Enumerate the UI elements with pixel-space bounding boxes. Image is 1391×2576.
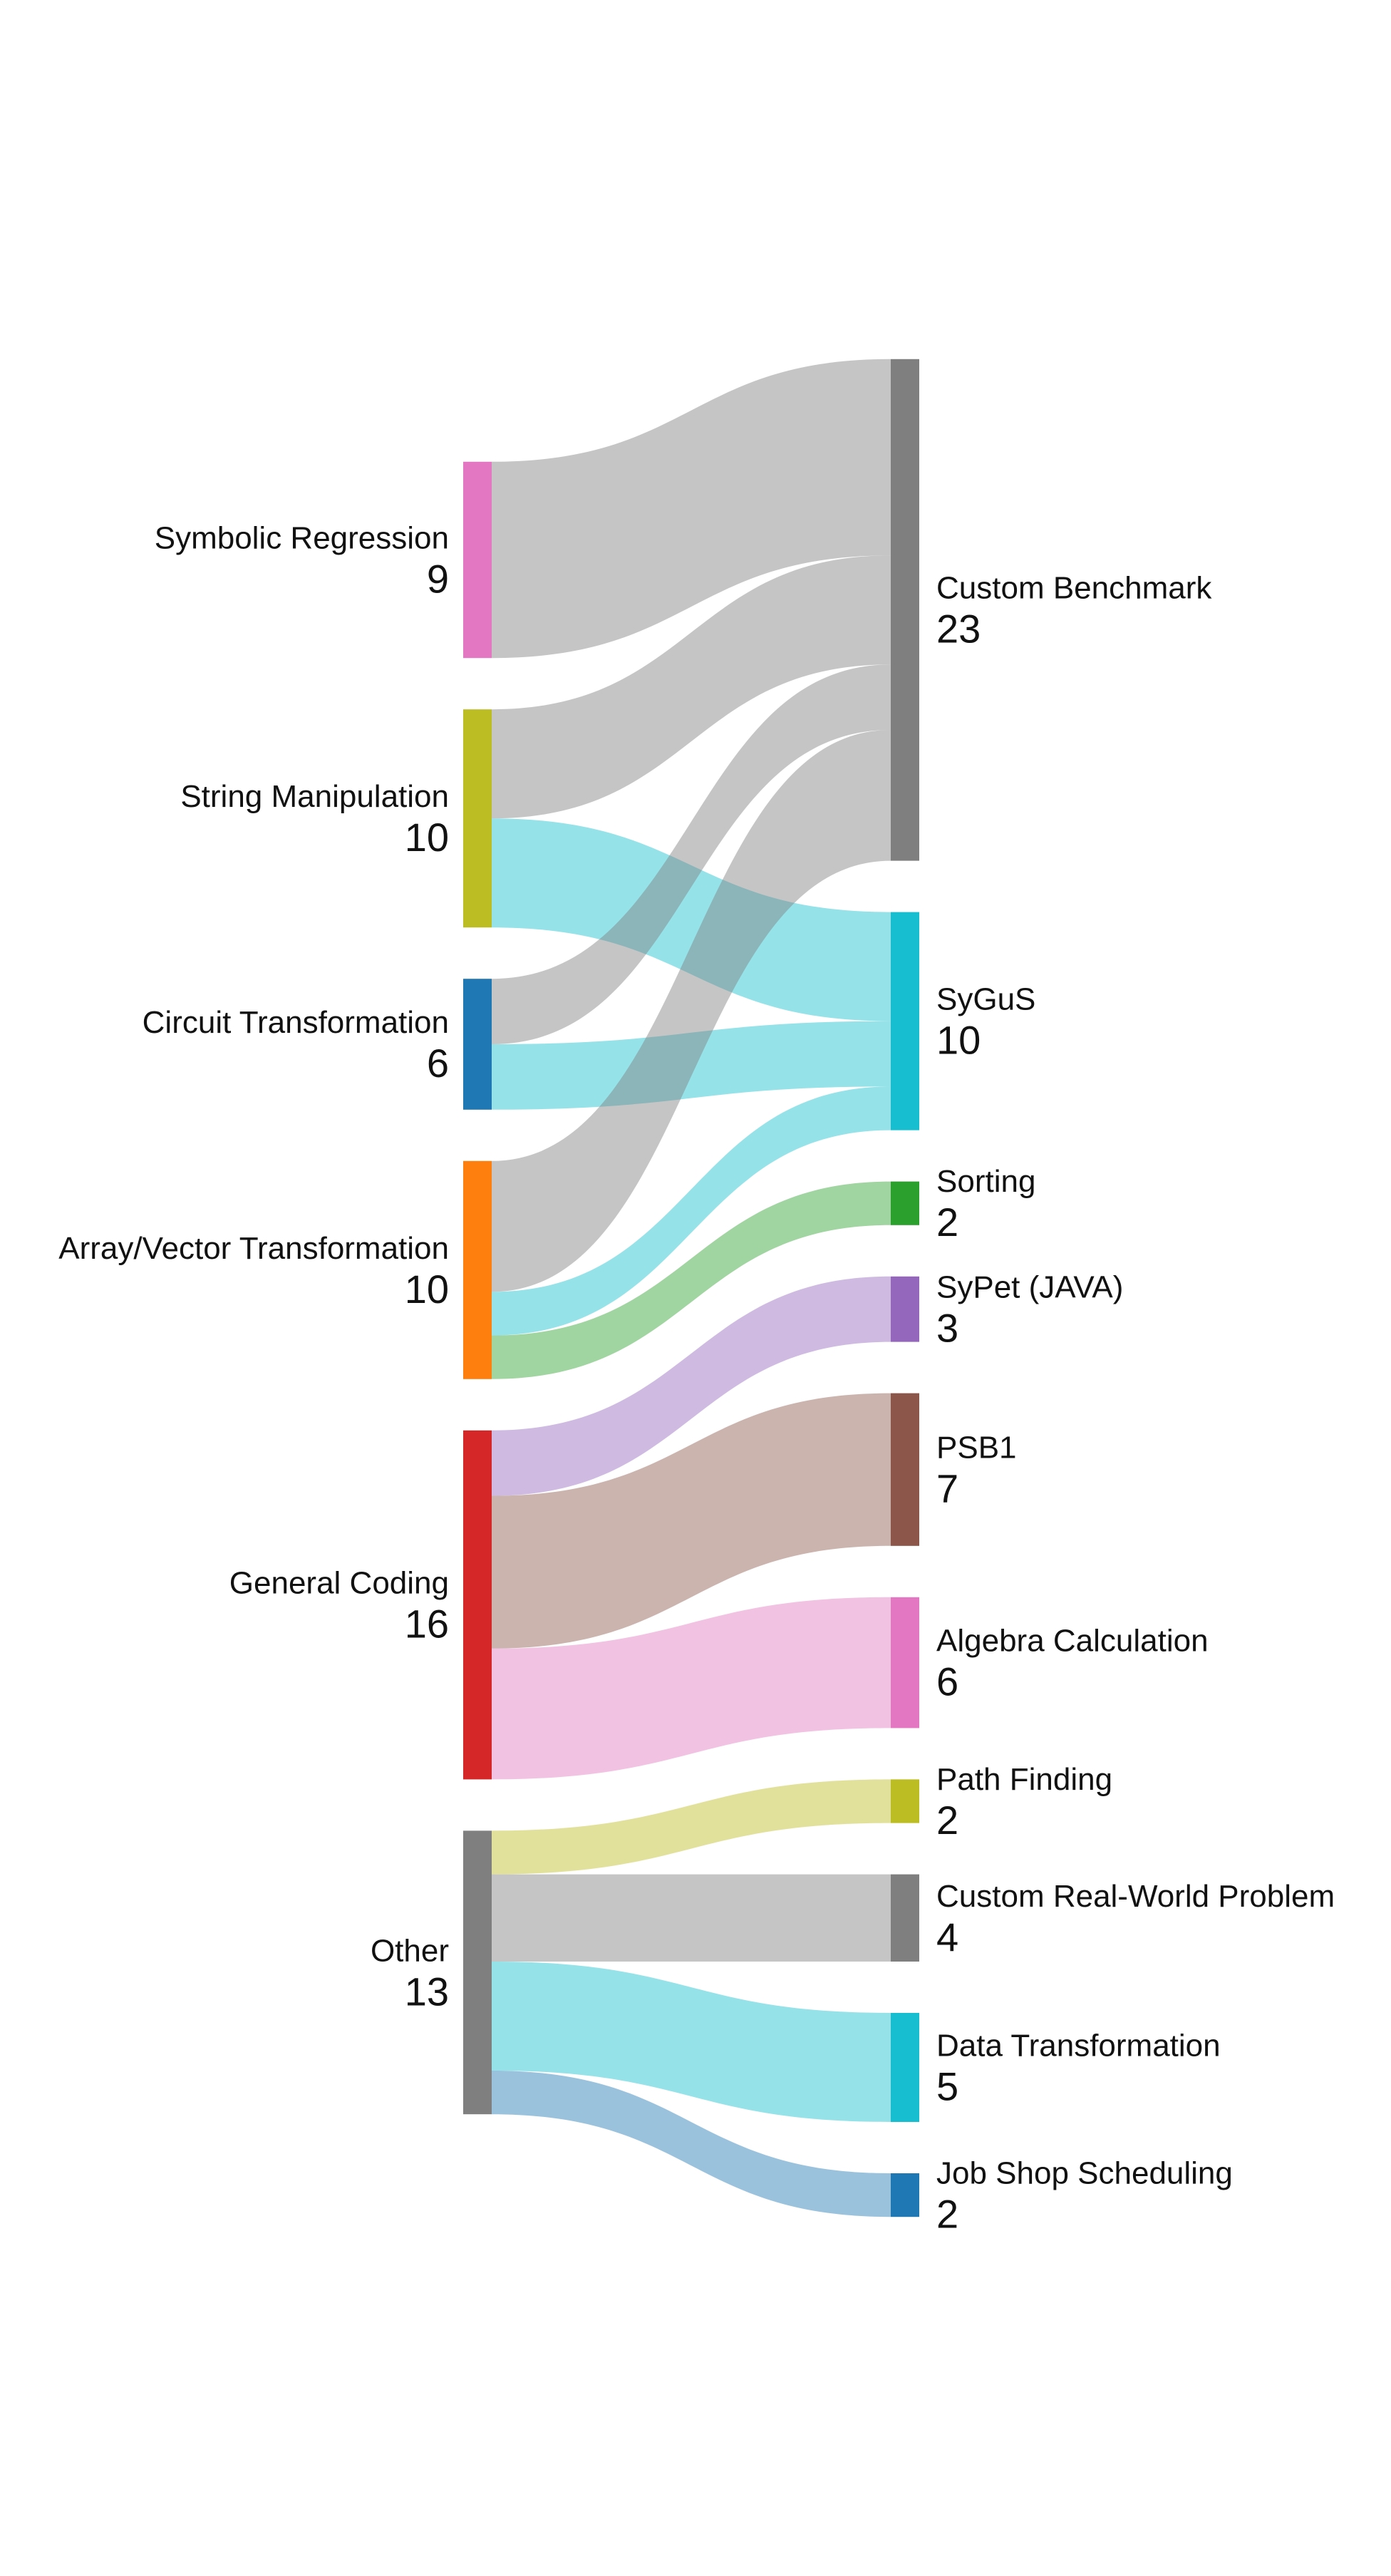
node-path_finding	[891, 1779, 919, 1823]
link-general_coding-to-sypet_java	[492, 1276, 891, 1496]
node-sygus	[891, 912, 919, 1130]
node-array_vector_transformation	[463, 1160, 492, 1379]
node-value-symbolic_regression: 9	[427, 557, 449, 602]
node-label-string_manipulation: String Manipulation	[180, 779, 449, 814]
node-general_coding	[463, 1430, 492, 1780]
node-label-path_finding: Path Finding	[936, 1762, 1112, 1797]
node-value-algebra_calculation: 6	[936, 1659, 958, 1704]
node-string_manipulation	[463, 709, 492, 928]
node-label-sygus: SyGuS	[936, 982, 1035, 1017]
node-value-sypet_java: 3	[936, 1306, 958, 1351]
link-symbolic_regression-to-custom_benchmark	[492, 359, 891, 659]
link-other-to-data_transformation	[492, 1962, 891, 2122]
nodes-layer	[463, 359, 919, 2217]
node-other	[463, 1830, 492, 2115]
node-value-general_coding: 16	[405, 1602, 449, 1647]
node-label-job_shop_scheduling: Job Shop Scheduling	[936, 2156, 1233, 2191]
link-general_coding-to-psb1	[492, 1393, 891, 1649]
links-layer	[492, 359, 891, 2217]
node-label-other: Other	[371, 1933, 449, 1968]
link-array_vector_transformation-to-sygus	[492, 1086, 891, 1336]
node-value-data_transformation: 5	[936, 2064, 958, 2109]
node-label-symbolic_regression: Symbolic Regression	[155, 521, 449, 556]
node-custom_benchmark	[891, 359, 919, 861]
link-other-to-custom_real_world_problem	[492, 1874, 891, 1962]
node-label-general_coding: General Coding	[229, 1566, 449, 1601]
link-string_manipulation-to-custom_benchmark	[492, 555, 891, 819]
node-job_shop_scheduling	[891, 2173, 919, 2217]
node-label-custom_benchmark: Custom Benchmark	[936, 571, 1212, 606]
node-value-path_finding: 2	[936, 1798, 958, 1843]
node-label-custom_real_world_problem: Custom Real-World Problem	[936, 1879, 1335, 1914]
node-value-other: 13	[405, 1969, 449, 2014]
node-label-data_transformation: Data Transformation	[936, 2029, 1221, 2064]
node-algebra_calculation	[891, 1597, 919, 1729]
node-value-sygus: 10	[936, 1018, 981, 1063]
node-value-psb1: 7	[936, 1466, 958, 1511]
node-value-custom_benchmark: 23	[936, 607, 981, 651]
node-label-psb1: PSB1	[936, 1431, 1017, 1465]
node-sypet_java	[891, 1276, 919, 1342]
node-psb1	[891, 1393, 919, 1546]
link-array_vector_transformation-to-sorting	[492, 1181, 891, 1379]
node-label-array_vector_transformation: Array/Vector Transformation	[58, 1231, 449, 1266]
node-symbolic_regression	[463, 461, 492, 659]
node-data_transformation	[891, 2013, 919, 2122]
node-sorting	[891, 1181, 919, 1225]
node-label-sypet_java: SyPet (JAVA)	[936, 1270, 1123, 1305]
node-value-custom_real_world_problem: 4	[936, 1915, 958, 1959]
node-label-circuit_transformation: Circuit Transformation	[143, 1005, 449, 1040]
node-value-array_vector_transformation: 10	[405, 1267, 449, 1312]
link-other-to-job_shop_scheduling	[492, 2071, 891, 2217]
link-general_coding-to-algebra_calculation	[492, 1597, 891, 1780]
node-value-job_shop_scheduling: 2	[936, 2192, 958, 2237]
link-string_manipulation-to-sygus	[492, 818, 891, 1021]
node-value-circuit_transformation: 6	[427, 1041, 449, 1086]
node-value-string_manipulation: 10	[405, 815, 449, 860]
node-custom_real_world_problem	[891, 1874, 919, 1962]
link-circuit_transformation-to-custom_benchmark	[492, 664, 891, 1044]
node-label-sorting: Sorting	[936, 1164, 1035, 1199]
node-value-sorting: 2	[936, 1200, 958, 1245]
link-array_vector_transformation-to-custom_benchmark	[492, 730, 891, 1292]
link-other-to-path_finding	[492, 1779, 891, 1875]
link-circuit_transformation-to-sygus	[492, 1021, 891, 1110]
node-label-algebra_calculation: Algebra Calculation	[936, 1624, 1209, 1659]
node-circuit_transformation	[463, 979, 492, 1110]
